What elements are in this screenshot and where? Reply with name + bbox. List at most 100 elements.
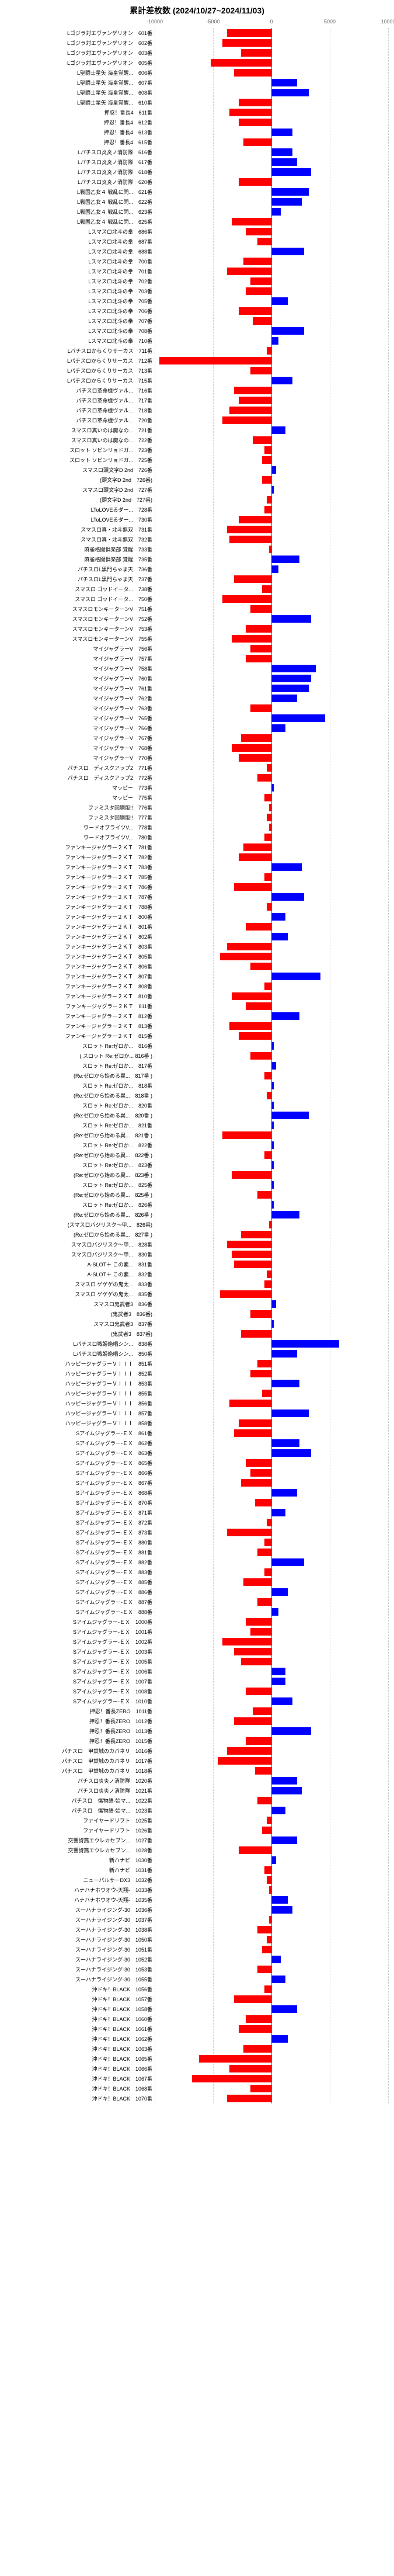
bar-zone [155,1349,388,1359]
bar-zone [155,197,388,207]
chart-row: Lスマスロ北斗の拳 688番 [0,247,394,256]
bar-zone [155,1319,388,1329]
chart-row: マイジャグラーV 762番 [0,693,394,703]
row-label: ファンキージャグラー２ＫＴ 812番 [65,1012,155,1020]
chart-row: スーハナライジング-30 1055番 [0,1974,394,1984]
x-tick-label: -10000 [147,19,163,25]
chart-row: ファンキージャグラー２ＫＴ 787番 [0,892,394,902]
bar [246,228,271,235]
chart-row: ハッピージャグラーＶⅠⅠⅠ 858番 [0,1418,394,1428]
bar [271,665,316,672]
bar [271,1042,274,1050]
bar [243,2045,271,2053]
bar [267,347,271,355]
bar [232,744,271,752]
chart-row: (Re:ゼロから始める異... 821番 ) [0,1130,394,1140]
row-label: スマスロモンキーターンV 751番 [72,605,155,613]
chart-row: パチスロ 傷物語-始マ... 1022番 [0,1796,394,1806]
row-label: Sアイムジャグラー-ＥＸ 866番 [76,1469,155,1477]
row-label: (Re:ゼロから始める異... 822番 ) [74,1151,155,1159]
chart-row: ファンキージャグラー２ＫＴ 815番 [0,1031,394,1041]
bar-zone [155,1587,388,1597]
row-label: 押忍！番長ZERO 1011番 [90,1707,155,1715]
bar [264,1985,271,1993]
chart-row: ハッピージャグラーＶⅠⅠⅠ 855番 [0,1388,394,1398]
bar [264,873,271,881]
chart-row: Lスマスロ北斗の拳 687番 [0,237,394,247]
bar [271,377,292,384]
chart-row: L戦国乙女４ 戦乱に閃... 622番 [0,197,394,207]
bar [271,1668,285,1675]
bar-zone [155,1140,388,1150]
bar-zone [155,1329,388,1339]
row-label: マイジャグラーV 765番 [93,714,155,722]
bar [264,983,271,990]
chart-row: ファンキージャグラー２ＫＴ 802番 [0,932,394,942]
bar-zone [155,713,388,723]
chart-row: スロット Re:ゼロか... 817番 [0,1061,394,1071]
bar-zone [155,1885,388,1895]
bar-zone [155,1726,388,1736]
row-label: スマスロモンキーターンV 755番 [72,635,155,643]
row-label: スロット Re:ゼロか... 818番 [82,1082,155,1089]
bar [234,1648,271,1655]
bar [239,178,271,186]
row-label: マイジャグラーV 757番 [93,655,155,662]
chart-row: ハッピージャグラーＶⅠⅠⅠ 856番 [0,1398,394,1408]
chart-row: マイジャグラーV 758番 [0,664,394,673]
row-label: パチスロ ディスクアップ2 772番 [68,774,155,782]
row-label: Lパチスロからくりサーカス 712番 [67,357,155,364]
row-label: (Re:ゼロから始める異... 826番 ) [74,1211,155,1218]
bar [271,1380,299,1387]
bar [271,426,285,434]
bar-zone [155,932,388,942]
row-label: ファイヤードリフト 1026番 [83,1827,155,1834]
row-label: (Re:ゼロから始める異... 821番 ) [74,1131,155,1139]
bar [192,2075,271,2082]
row-label: ファンキージャグラー２ＫＴ 807番 [65,973,155,980]
x-tick-label: 0 [270,19,273,25]
row-label: パチスロL黒門ちゃま天 737番 [78,575,155,583]
chart-row: 沖ドキ！BLACK 1065番 [0,2054,394,2064]
row-label: Sアイムジャグラー-ＥＸ 863番 [76,1449,155,1457]
bar-zone [155,1150,388,1160]
bar [271,129,292,136]
row-label: スーハナライジング-30 1052番 [75,1956,155,1963]
bar [243,138,271,146]
chart-row: Sアイムジャグラー-ＥＸ 1010番 [0,1696,394,1706]
bar-zone [155,1845,388,1855]
bar-zone [155,1369,388,1379]
bar-zone [155,2004,388,2014]
row-label: Lパチスロ戦姫絶唱シン... 838番 [73,1340,155,1348]
bar [243,843,271,851]
chart-row: スマスロ ゴッドイータ... 738番 [0,584,394,594]
row-label: パチスロ炎炎ノ消防隊 1021番 [78,1787,155,1794]
bar-zone [155,832,388,842]
row-label: 沖ドキ！BLACK 1058番 [92,2005,155,2013]
chart-row: 押忍！番長4 611番 [0,107,394,117]
chart-row: パチスロ 甲鉄城のカバネリ 1017番 [0,1756,394,1766]
row-label: ハナハナホウオウ-天翔- 1035番 [74,1896,155,1904]
row-label: スマスロモンキーターンV 753番 [72,625,155,633]
bar-zone [155,971,388,981]
bar [250,1628,271,1636]
bar [269,1916,271,1924]
row-label: Lスマスロ北斗の拳 706番 [88,307,155,315]
chart-row: ファンキージャグラー２ＫＴ 801番 [0,922,394,932]
row-label: パチスロ革命機ヴァル... 717番 [76,397,155,404]
bar [239,119,271,126]
row-label: マイジャグラーV 767番 [93,734,155,742]
chart-row: Sアイムジャグラー-ＥＸ 863番 [0,1448,394,1458]
bar-zone [155,2014,388,2024]
bar-zone [155,1031,388,1041]
bar-zone [155,912,388,922]
row-label: ファンキージャグラー２ＫＴ 811番 [65,1002,155,1010]
bar-zone [155,1428,388,1438]
chart-row: ハッピージャグラーＶⅠⅠⅠ 857番 [0,1408,394,1418]
row-label: Lパチスロ戦姫絶唱シン... 850番 [73,1350,155,1358]
chart-row: 押忍！番長4 613番 [0,127,394,137]
chart-row: Sアイムジャグラー-ＥＸ 873番 [0,1527,394,1537]
row-label: Lパチスロからくりサーカス 715番 [67,377,155,384]
x-axis-labels: -10000-50000500010000 [0,19,394,28]
bar-zone [155,1547,388,1557]
